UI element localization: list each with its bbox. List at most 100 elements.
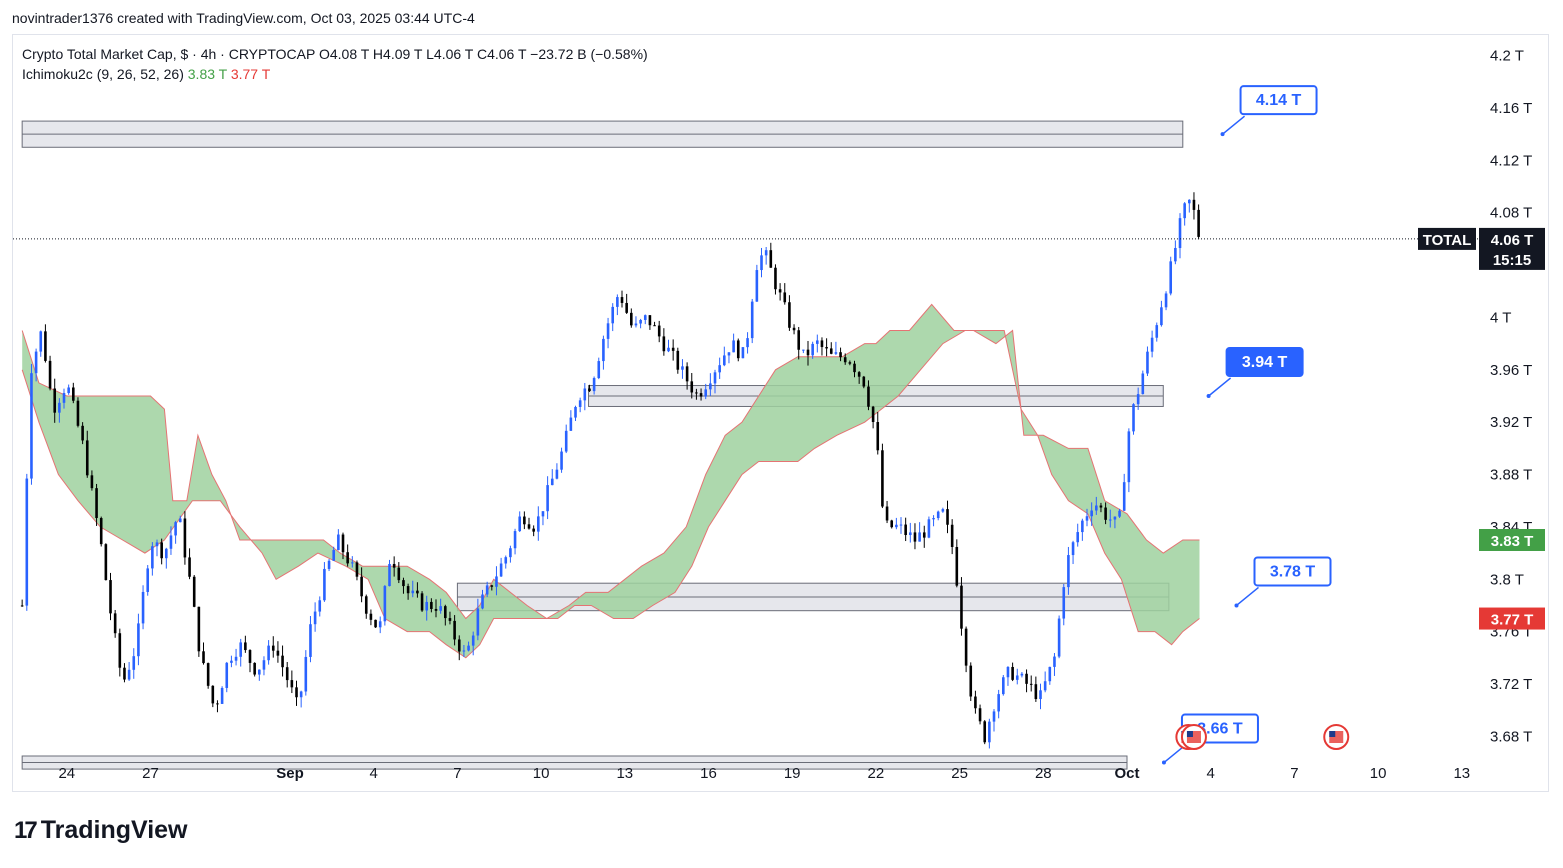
candle-body[interactable] <box>369 613 373 620</box>
candle-body[interactable] <box>360 576 363 597</box>
candle-body[interactable] <box>657 325 661 337</box>
candle-body[interactable] <box>671 347 675 351</box>
candle-body[interactable] <box>290 680 294 688</box>
candle-body[interactable] <box>62 393 66 403</box>
legend-symbol[interactable]: Crypto Total Market Cap, $ · 4h · CRYPTO… <box>22 46 316 62</box>
candle-body[interactable] <box>550 478 554 486</box>
candle-body[interactable] <box>1132 404 1135 432</box>
candle-body[interactable] <box>853 363 856 373</box>
candle-body[interactable] <box>155 542 159 547</box>
symbol-tag[interactable]: TOTAL <box>1418 227 1476 250</box>
legend-indicator[interactable]: Ichimoku2c (9, 26, 52, 26) <box>22 66 184 82</box>
candle-body[interactable] <box>885 506 889 521</box>
candle-body[interactable] <box>620 297 624 303</box>
candle-body[interactable] <box>355 562 359 577</box>
candle-body[interactable] <box>444 606 447 619</box>
candle-body[interactable] <box>653 325 656 327</box>
candle-body[interactable] <box>267 645 270 661</box>
candle-body[interactable] <box>625 302 628 313</box>
candle-body[interactable] <box>523 516 526 525</box>
candle-body[interactable] <box>820 340 824 348</box>
candle-body[interactable] <box>974 696 977 709</box>
candle-body[interactable] <box>1043 681 1047 691</box>
candle-body[interactable] <box>1192 199 1196 210</box>
candle-body[interactable] <box>578 400 582 407</box>
candle-body[interactable] <box>802 349 805 351</box>
candle-body[interactable] <box>499 563 503 577</box>
candle-body[interactable] <box>690 381 694 393</box>
candle-body[interactable] <box>667 347 670 352</box>
candle-body[interactable] <box>1146 351 1149 374</box>
candle-body[interactable] <box>309 624 312 657</box>
candle-body[interactable] <box>430 601 433 609</box>
candle-body[interactable] <box>895 524 898 528</box>
candle-body[interactable] <box>509 548 512 558</box>
candle-body[interactable] <box>20 605 24 607</box>
candle-body[interactable] <box>351 562 354 564</box>
candle-body[interactable] <box>211 685 215 704</box>
candle-body[interactable] <box>1160 307 1163 326</box>
indicator-price-tag[interactable]: 3.77 T <box>1479 607 1545 630</box>
candle-body[interactable] <box>244 642 247 651</box>
candle-body[interactable] <box>58 402 61 413</box>
candle-body[interactable] <box>118 633 122 668</box>
candle-body[interactable] <box>983 721 987 743</box>
candle-body[interactable] <box>109 580 112 614</box>
candle-body[interactable] <box>402 580 405 587</box>
candle-body[interactable] <box>406 586 410 594</box>
candle-body[interactable] <box>792 327 796 331</box>
candle-body[interactable] <box>262 660 266 670</box>
candle-body[interactable] <box>439 606 442 611</box>
candle-body[interactable] <box>220 687 224 704</box>
candle-body[interactable] <box>946 509 949 525</box>
candle-body[interactable] <box>1150 337 1154 352</box>
candle-body[interactable] <box>425 601 429 611</box>
candle-body[interactable] <box>123 667 126 680</box>
candle-body[interactable] <box>867 386 870 407</box>
candle-body[interactable] <box>988 721 991 743</box>
candle-body[interactable] <box>178 518 182 523</box>
candle-body[interactable] <box>834 352 838 354</box>
candle-body[interactable] <box>127 669 131 680</box>
candle-body[interactable] <box>90 475 94 489</box>
candle-body[interactable] <box>318 600 322 612</box>
candle-body[interactable] <box>53 388 57 413</box>
candle-body[interactable] <box>927 519 931 538</box>
candle-body[interactable] <box>909 532 912 536</box>
candle-body[interactable] <box>95 488 98 519</box>
candle-body[interactable] <box>1062 587 1066 619</box>
candle-body[interactable] <box>736 340 740 359</box>
price-callout[interactable]: 4.14 T <box>1220 85 1318 137</box>
candle-body[interactable] <box>769 250 773 268</box>
candle-body[interactable] <box>904 524 907 536</box>
candle-body[interactable] <box>1025 673 1028 684</box>
candle-body[interactable] <box>1085 516 1089 521</box>
candle-body[interactable] <box>411 590 415 594</box>
us-flag-icon[interactable] <box>1180 724 1207 750</box>
candle-body[interactable] <box>760 255 763 271</box>
candle-body[interactable] <box>969 665 973 697</box>
candle-body[interactable] <box>676 350 680 370</box>
candle-body[interactable] <box>788 302 791 328</box>
candle-body[interactable] <box>504 557 508 564</box>
candle-body[interactable] <box>537 516 540 532</box>
candle-body[interactable] <box>453 620 456 640</box>
candle-body[interactable] <box>1029 683 1033 685</box>
candle-body[interactable] <box>30 373 33 479</box>
candle-body[interactable] <box>527 524 531 529</box>
candle-body[interactable] <box>1136 394 1140 405</box>
candle-body[interactable] <box>606 323 610 339</box>
candle-body[interactable] <box>583 388 587 401</box>
candle-body[interactable] <box>476 608 480 636</box>
candle-body[interactable] <box>313 611 317 625</box>
candle-body[interactable] <box>295 687 298 698</box>
candle-body[interactable] <box>104 544 108 581</box>
candle-body[interactable] <box>281 655 284 668</box>
candle-body[interactable] <box>448 618 452 621</box>
candle-body[interactable] <box>165 548 168 559</box>
candle-body[interactable] <box>932 518 935 520</box>
candle-body[interactable] <box>685 366 689 382</box>
candle-body[interactable] <box>341 534 345 553</box>
candle-body[interactable] <box>467 645 470 651</box>
candle-body[interactable] <box>727 352 731 356</box>
